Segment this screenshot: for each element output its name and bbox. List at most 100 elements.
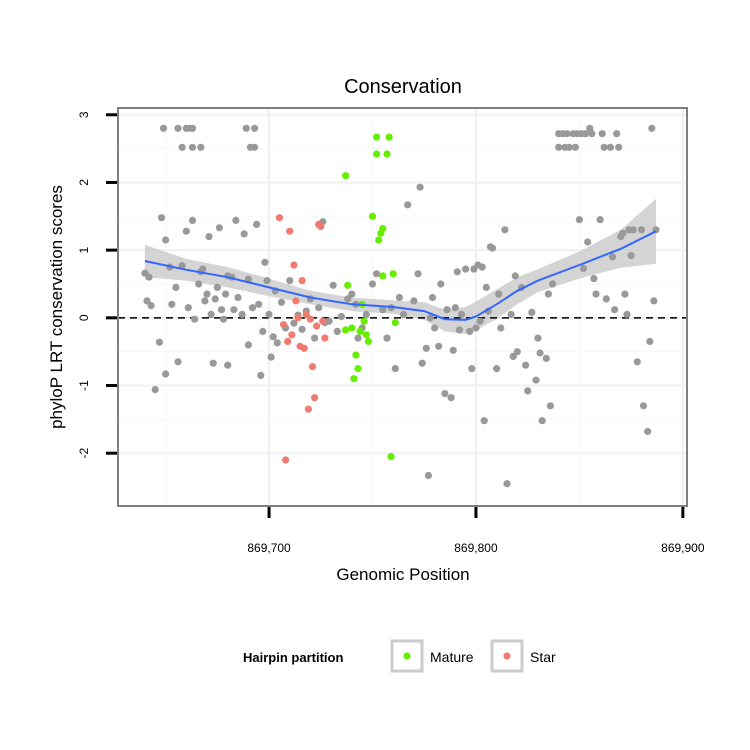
point-other <box>230 306 238 314</box>
y-tick-label: 2 <box>77 179 91 186</box>
point-other <box>217 306 226 314</box>
point-other <box>191 315 199 323</box>
point-star <box>290 261 298 269</box>
point-other <box>565 143 573 151</box>
point-other <box>277 298 286 306</box>
point-other <box>197 143 205 151</box>
legend-dot-mature <box>403 652 411 660</box>
point-mature <box>362 331 370 339</box>
legend-title: Hairpin partition <box>243 650 343 665</box>
point-other <box>534 334 542 342</box>
y-tick-label: 0 <box>77 314 91 321</box>
point-other <box>501 226 509 234</box>
point-star <box>317 222 325 231</box>
point-mature <box>360 317 368 325</box>
point-other <box>213 283 221 291</box>
point-other <box>290 319 298 327</box>
point-other <box>267 353 275 361</box>
point-other <box>455 326 463 334</box>
point-mature <box>375 236 383 244</box>
point-other <box>207 310 215 318</box>
points-layer <box>141 124 660 488</box>
point-other <box>437 280 445 288</box>
point-other <box>157 214 166 222</box>
point-other <box>548 280 557 288</box>
legend: Hairpin partition Mature Star <box>243 639 556 673</box>
point-other <box>184 304 192 312</box>
x-tick-label: 869,700 <box>247 541 291 555</box>
point-other <box>511 272 519 280</box>
point-mature <box>342 326 350 334</box>
point-other <box>606 143 615 151</box>
point-other <box>251 143 259 151</box>
point-other <box>209 359 217 367</box>
point-other <box>600 143 608 151</box>
point-other <box>333 327 341 335</box>
point-mature <box>373 133 381 141</box>
point-other <box>466 327 474 335</box>
point-other <box>265 310 273 318</box>
point-other <box>608 253 617 261</box>
point-other <box>497 324 505 332</box>
point-mature <box>354 365 362 373</box>
point-other <box>174 124 182 132</box>
point-other <box>348 290 356 298</box>
point-other <box>391 365 399 373</box>
point-other <box>269 333 277 341</box>
point-other <box>215 224 223 232</box>
point-other <box>627 252 635 260</box>
point-other <box>447 394 455 402</box>
point-other <box>240 230 248 238</box>
point-other <box>234 293 242 302</box>
point-other <box>650 297 658 305</box>
point-other <box>633 358 641 366</box>
point-star <box>300 344 308 352</box>
point-mature <box>350 375 358 383</box>
legend-entry-star: Star <box>490 639 556 673</box>
point-other <box>563 130 571 138</box>
point-star <box>286 227 294 235</box>
point-mature <box>373 150 381 158</box>
point-other <box>482 283 490 291</box>
point-other <box>232 216 240 224</box>
point-other <box>162 236 170 244</box>
point-star <box>304 405 312 413</box>
point-star <box>288 331 296 339</box>
point-other <box>311 334 319 342</box>
point-other <box>188 124 197 132</box>
point-other <box>143 297 151 305</box>
point-other <box>373 270 381 278</box>
point-other <box>468 365 476 373</box>
point-other <box>509 352 517 360</box>
point-other <box>592 290 600 298</box>
plot-area <box>117 107 688 507</box>
point-other <box>582 130 590 138</box>
y-tick-label: 3 <box>77 111 91 118</box>
point-other <box>524 387 532 395</box>
point-star <box>292 297 300 305</box>
point-other <box>453 268 461 276</box>
point-other <box>178 262 186 270</box>
point-other <box>261 258 269 266</box>
point-other <box>219 315 228 323</box>
point-other <box>619 229 627 237</box>
point-other <box>441 390 449 398</box>
series-star <box>275 214 329 464</box>
point-other <box>542 354 550 362</box>
point-other <box>182 227 190 235</box>
point-other <box>395 293 403 302</box>
x-tick-label: 869,900 <box>661 541 705 555</box>
point-other <box>435 342 443 350</box>
x-axis: 869,700 869,800 869,900 <box>247 507 705 555</box>
point-other <box>211 295 219 303</box>
point-mature <box>352 351 360 359</box>
point-other <box>257 371 265 379</box>
point-other <box>410 297 418 305</box>
point-other <box>147 302 155 310</box>
point-other <box>488 244 497 252</box>
point-mature <box>379 224 387 233</box>
point-mature <box>391 319 399 327</box>
point-other <box>586 124 594 132</box>
point-star <box>294 314 302 322</box>
point-star <box>279 321 288 329</box>
